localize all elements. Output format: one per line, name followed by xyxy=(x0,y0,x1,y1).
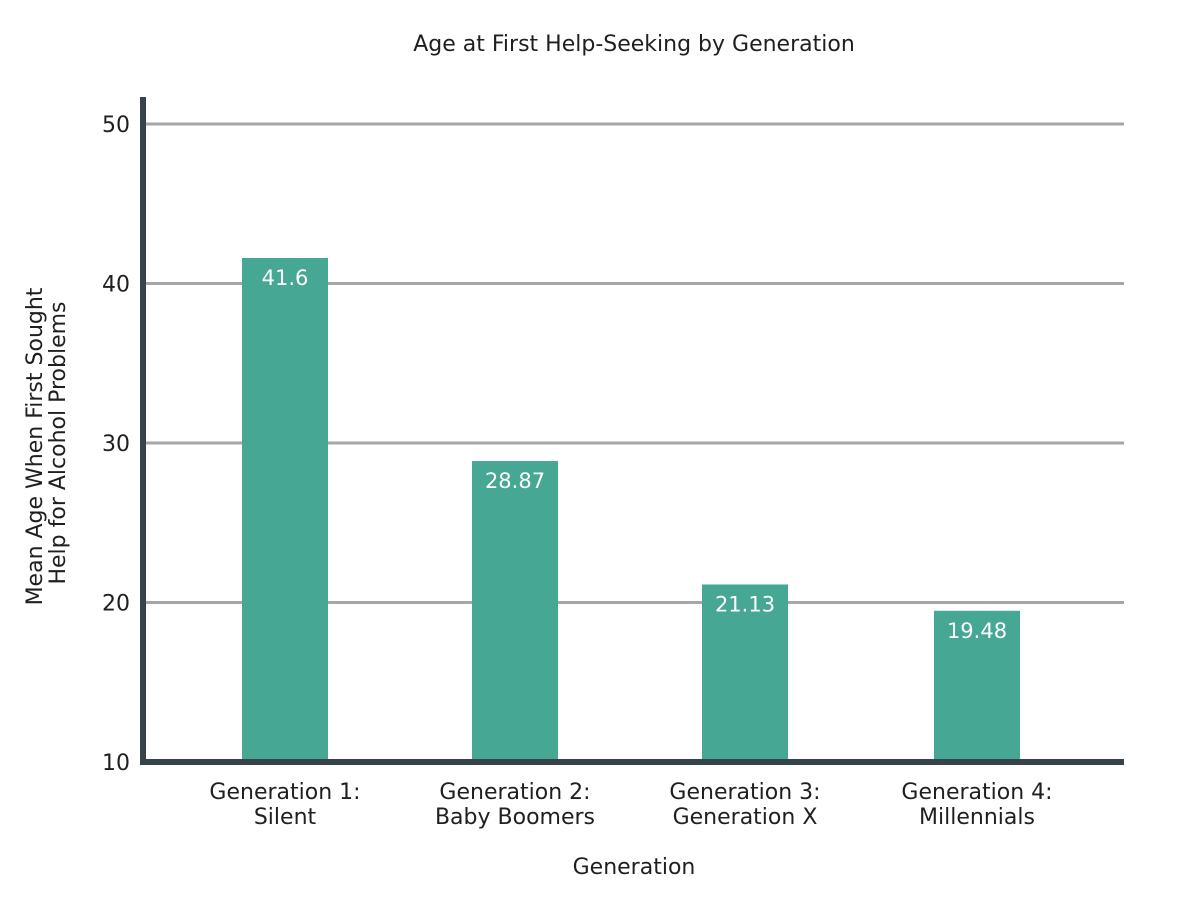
y-tick-label-10: 10 xyxy=(102,751,130,776)
x-category-label-4: Generation 4: Millennials xyxy=(901,780,1052,830)
x-category-label-3: Generation 3: Generation X xyxy=(669,780,820,830)
x-category-labels: Generation 1: Silent Generation 2: Baby Boo… xyxy=(209,780,1052,830)
y-axis-title-line-2: Help for Alcohol Problems xyxy=(46,301,71,584)
y-tick-label-30: 30 xyxy=(102,432,130,457)
x-axis-title: Generation xyxy=(573,855,696,880)
x-category-label-2-line-1: Generation 2: xyxy=(439,780,590,805)
bar-1 xyxy=(242,257,328,762)
bar-4 xyxy=(934,610,1020,762)
y-axis-title: Mean Age When First Sought Help for Alco… xyxy=(23,281,71,606)
bars: 41.6 28.87 21.13 19.48 xyxy=(242,257,1020,762)
bar-value-label-1: 41.6 xyxy=(262,266,309,290)
bar-2 xyxy=(472,461,558,762)
x-category-label-1-line-2: Silent xyxy=(254,805,317,830)
x-category-label-1: Generation 1: Silent xyxy=(209,780,360,830)
bar-value-label-4: 19.48 xyxy=(947,619,1007,643)
bar-value-label-2: 28.87 xyxy=(485,469,545,493)
y-tick-labels: 10 20 30 40 50 xyxy=(102,113,130,776)
x-category-label-4-line-2: Millennials xyxy=(919,805,1035,830)
y-tick-label-50: 50 xyxy=(102,113,130,138)
x-category-label-3-line-1: Generation 3: xyxy=(669,780,820,805)
x-category-label-1-line-1: Generation 1: xyxy=(209,780,360,805)
x-category-label-2: Generation 2: Baby Boomers xyxy=(435,780,595,830)
bar-value-label-3: 21.13 xyxy=(715,592,775,616)
chart-title: Age at First Help-Seeking by Generation xyxy=(413,32,855,57)
x-category-label-3-line-2: Generation X xyxy=(673,805,818,830)
y-axis-title-line-1: Mean Age When First Sought xyxy=(23,287,48,605)
axes xyxy=(140,97,1124,765)
x-category-label-4-line-1: Generation 4: xyxy=(901,780,1052,805)
y-tick-label-20: 20 xyxy=(102,592,130,617)
y-tick-label-40: 40 xyxy=(102,273,130,298)
bar-3 xyxy=(702,584,788,762)
x-category-label-2-line-2: Baby Boomers xyxy=(435,805,595,830)
